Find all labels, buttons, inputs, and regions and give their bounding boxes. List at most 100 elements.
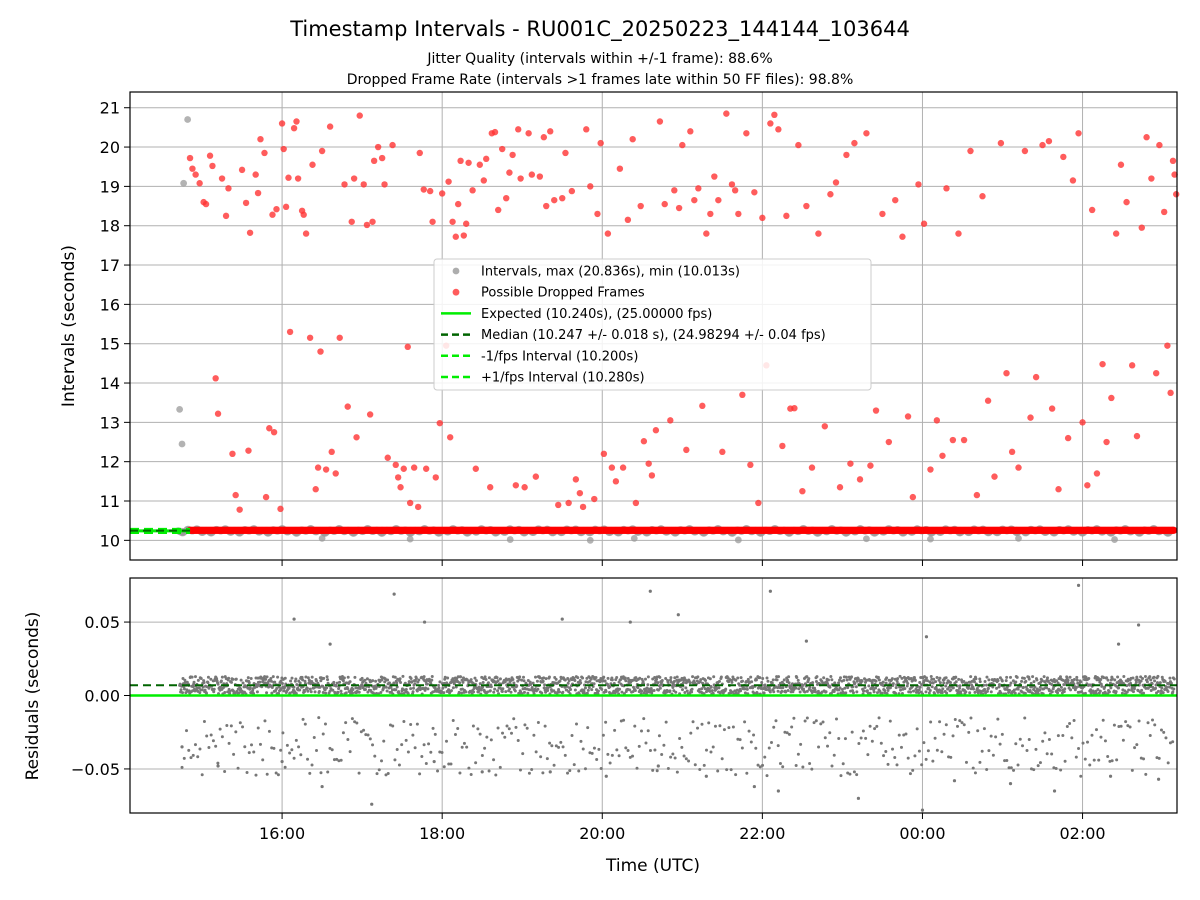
dropped-frame-point	[997, 139, 1005, 147]
dropped-frame-point	[803, 202, 810, 210]
dropped-frame-point	[1117, 161, 1125, 168]
residual-base-point	[1013, 691, 1017, 695]
residual-base-point	[298, 681, 302, 685]
dropped-frame-point	[469, 187, 476, 194]
residual-base-point	[573, 688, 577, 692]
top-y-tick-label: 16	[100, 295, 120, 314]
residual-scatter-point	[819, 722, 823, 726]
residual-scatter-point	[745, 771, 749, 775]
residual-scatter-point	[368, 737, 372, 741]
dropped-frame-point	[1075, 130, 1082, 137]
dropped-frame-point	[1060, 153, 1067, 161]
residual-base-point	[932, 677, 936, 681]
residual-base-point	[520, 678, 524, 682]
dropped-frame-point	[460, 232, 467, 239]
residual-base-point	[335, 681, 339, 685]
residual-scatter-point	[718, 724, 722, 728]
residual-base-point	[665, 688, 669, 692]
residual-base-point	[1033, 685, 1037, 689]
dropped-frame-point	[540, 134, 548, 141]
residual-base-point	[691, 675, 695, 679]
dropped-frame-point	[491, 128, 499, 136]
residual-base-point	[239, 678, 243, 682]
chart-subtitle-jitter: Jitter Quality (intervals within +/-1 fr…	[426, 51, 772, 67]
residual-base-point	[942, 681, 946, 685]
residual-base-point	[1056, 691, 1060, 695]
dropped-frame-point	[454, 200, 462, 208]
residual-scatter-point	[583, 767, 587, 771]
residual-base-point	[938, 681, 942, 685]
dropped-frame-point	[532, 473, 540, 480]
residual-scatter-point	[691, 720, 695, 724]
residual-scatter-point	[570, 734, 574, 738]
residual-base-point	[890, 677, 894, 681]
residual-base-point	[271, 675, 275, 679]
residual-base-point	[206, 675, 210, 679]
residual-base-point	[874, 679, 878, 683]
dropped-frame-point	[1108, 394, 1115, 402]
residual-scatter-point	[720, 757, 724, 761]
residual-base-point	[546, 689, 550, 693]
residual-base-point	[292, 685, 296, 689]
residual-scatter-point	[375, 772, 379, 776]
residual-scatter-point	[440, 750, 444, 754]
residual-base-point	[768, 690, 772, 694]
residual-base-point	[304, 675, 308, 679]
residual-scatter-point	[476, 727, 480, 731]
residual-scatter-point	[624, 746, 628, 750]
residual-base-point	[398, 677, 402, 681]
residual-base-point	[1027, 677, 1031, 681]
residual-base-point	[280, 681, 284, 685]
dropped-frame-point	[306, 334, 314, 341]
dropped-frame-point	[973, 491, 981, 499]
residual-base-point	[437, 686, 441, 690]
residual-base-point	[263, 681, 267, 685]
residual-base-point	[342, 676, 346, 680]
residual-base-point	[954, 680, 958, 684]
dropped-frame-point	[1167, 389, 1174, 397]
residual-base-point	[331, 688, 335, 692]
residual-scatter-point	[498, 765, 502, 769]
residual-scatter-point	[803, 719, 807, 723]
residual-base-point	[536, 687, 540, 691]
residual-scatter-point	[193, 743, 197, 747]
residual-base-point	[581, 676, 585, 680]
residual-base-point	[972, 680, 976, 684]
residual-base-point	[1168, 676, 1172, 680]
residual-base-point	[347, 690, 351, 694]
residual-base-point	[896, 677, 900, 681]
residual-base-point	[805, 689, 809, 693]
residual-base-point	[474, 679, 478, 683]
residual-scatter-point	[483, 746, 487, 750]
dropped-frame-point	[827, 191, 834, 198]
residual-scatter-point	[597, 747, 601, 751]
legend-marker-icon	[452, 267, 460, 275]
dropped-frame-point	[1039, 141, 1046, 149]
top-y-tick-label: 17	[100, 256, 120, 275]
residual-base-point	[461, 680, 465, 684]
residual-base-point	[870, 681, 874, 685]
residual-scatter-point	[469, 773, 473, 777]
residual-base-point	[515, 684, 519, 688]
residual-scatter-point	[445, 739, 449, 743]
residual-base-point	[486, 681, 490, 685]
residual-scatter-point	[191, 753, 195, 757]
residual-scatter-point	[698, 767, 702, 771]
residual-scatter-point	[406, 750, 410, 754]
residual-base-point	[672, 680, 676, 684]
residual-scatter-point	[648, 749, 652, 753]
residual-base-point	[1043, 680, 1047, 684]
dropped-frame-point	[559, 194, 566, 202]
residual-base-point	[675, 675, 679, 679]
dropped-frame-point	[1138, 224, 1145, 231]
dropped-frame-point	[269, 211, 276, 218]
residual-base-point	[395, 685, 399, 689]
dropped-frame-point	[360, 181, 367, 188]
residual-scatter-point	[651, 768, 655, 772]
legend-label: Intervals, max (20.836s), min (10.013s)	[481, 265, 740, 280]
residual-base-point	[881, 680, 885, 684]
residual-scatter-point	[211, 739, 215, 743]
residual-base-point	[918, 681, 922, 685]
residual-scatter-point	[509, 731, 513, 735]
dropped-frame-point	[353, 434, 360, 441]
